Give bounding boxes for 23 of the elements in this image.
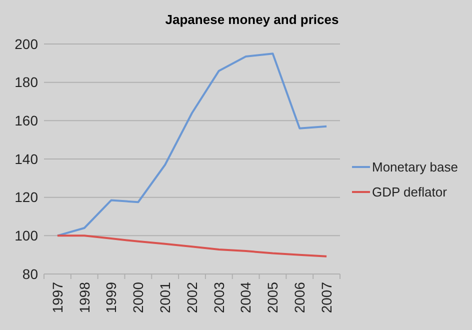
- line-series: [56, 234, 328, 258]
- x-tick-label: 2005: [264, 282, 281, 314]
- x-tick-label: 1997: [49, 282, 66, 314]
- legend-label: GDP deflator: [372, 184, 448, 200]
- x-tick-label: 2001: [156, 282, 173, 314]
- y-tick-label: 160: [14, 112, 38, 129]
- line-series: [56, 52, 328, 237]
- y-tick-label: 100: [14, 228, 38, 244]
- y-tick-label: 140: [14, 150, 38, 167]
- x-tick-label: 2006: [292, 282, 308, 314]
- x-tick-label: 2007: [318, 282, 334, 314]
- chart-title: Japanese money and prices: [165, 12, 339, 27]
- x-tick-label: 2004: [238, 282, 254, 314]
- y-tick-label: 200: [14, 36, 38, 52]
- y-tick-label: 180: [14, 74, 38, 90]
- x-tick-label: 2002: [184, 282, 200, 314]
- x-tick-label: 2000: [130, 282, 146, 314]
- y-tick-label: 80: [22, 266, 38, 282]
- x-tick-label: 2003: [210, 282, 227, 314]
- legend-label: Monetary base: [372, 160, 458, 175]
- y-tick-label: 120: [14, 189, 38, 206]
- x-tick-label: 1999: [103, 282, 120, 314]
- x-tick-label: 1998: [76, 282, 92, 314]
